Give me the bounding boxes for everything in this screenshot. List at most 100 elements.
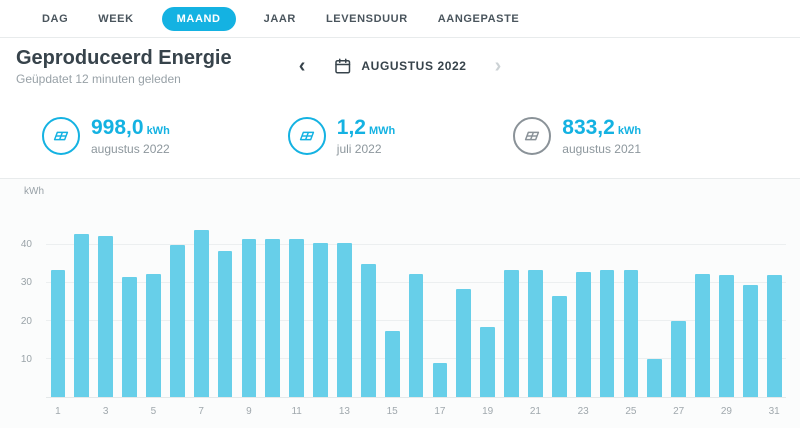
x-axis-tick: 1 [55,406,61,417]
stat-period: augustus 2022 [91,142,170,156]
updated-status: Geüpdatet 12 minuten geleden [16,71,181,86]
stat-unit: MWh [369,125,396,137]
x-axis-tick: 5 [150,406,157,417]
bar-day-16[interactable] [404,207,428,397]
period-tabs: DAG WEEK MAAND JAAR LEVENSDUUR AANGEPAST… [0,0,800,37]
y-axis: 10 20 30 40 [0,207,40,398]
tab-levensduur[interactable]: LEVENSDUUR [324,8,410,30]
x-axis-tick: 3 [102,406,109,417]
date-label: AUGUSTUS 2022 [361,59,467,73]
bar-day-20[interactable] [500,207,524,397]
bar [146,273,161,397]
bar-day-29[interactable] [715,207,739,397]
date-navigator: ‹ AUGUSTUS 2022 › [293,54,508,78]
x-axis-tick [404,406,428,420]
x-axis: 1 3 5 7 9 11 13 15 17 19 21 23 25 27 29 31 [46,406,786,420]
bar [480,326,496,397]
bar-day-13[interactable] [333,207,357,397]
x-axis-tick [356,406,380,420]
bar-day-18[interactable] [452,207,476,397]
bar [337,243,352,397]
tab-maand[interactable]: MAAND [161,6,236,31]
bar-day-15[interactable] [380,207,404,397]
bar [599,269,615,397]
x-axis-tick: 11 [291,406,302,417]
bar-day-26[interactable] [643,207,667,397]
energy-bar-chart: kWh 10 20 30 40 1 3 5 7 9 11 13 15 17 19 21 23 25 27 29 31 [0,179,800,428]
solar-panel-icon [287,117,326,155]
bar [766,275,782,397]
bar-day-19[interactable] [476,207,500,397]
solar-panel-icon [513,117,552,155]
bar [289,239,305,397]
bar [432,362,448,397]
bar-day-5[interactable] [142,207,166,397]
date-display: AUGUSTUS 2022 [333,57,466,75]
stat-previous-year: 833,2 kWh augustus 2021 [513,116,641,156]
bar-day-9[interactable] [237,207,261,397]
bar [169,245,185,397]
bar-day-14[interactable] [356,207,380,397]
x-axis-tick [738,406,762,420]
x-axis-tick [165,406,189,420]
x-axis-tick: 9 [246,406,252,417]
x-axis-tick: 15 [386,406,398,417]
bar [217,250,233,397]
bar-day-21[interactable] [524,207,548,397]
bar-day-11[interactable] [285,207,309,397]
y-axis-unit-label: kWh [24,186,44,197]
solar-panel-icon [42,117,80,155]
x-axis-tick [595,406,619,420]
bar [695,273,710,397]
bar [360,264,376,397]
x-axis-tick [691,406,715,420]
stat-text: 998,0 kWh augustus 2022 [91,116,170,156]
stat-current-month: 998,0 kWh augustus 2022 [42,116,170,156]
stat-text: 1,2 MWh juli 2022 [337,116,395,156]
y-axis-tick: 20 [20,315,32,327]
x-axis-tick [500,406,524,420]
x-axis-tick: 27 [673,406,685,417]
bar-day-24[interactable] [595,207,619,397]
tab-week[interactable]: WEEK [96,8,135,30]
bar-day-3[interactable] [94,207,118,397]
bar [265,239,281,397]
bar-day-22[interactable] [547,207,571,397]
bar [623,269,639,397]
bar-day-2[interactable] [70,207,94,397]
stat-unit: kWh [146,125,170,137]
bar-day-25[interactable] [619,207,643,397]
bar-day-28[interactable] [691,207,715,397]
next-month-button[interactable]: › [489,54,508,78]
bar-day-4[interactable] [118,207,142,397]
prev-month-button[interactable]: ‹ [293,54,312,78]
bar-day-23[interactable] [571,207,595,397]
bar [671,321,687,397]
stat-previous-month: 1,2 MWh juli 2022 [287,116,395,156]
divider [0,37,800,38]
bar-day-30[interactable] [738,207,762,397]
x-axis-tick: 21 [529,406,541,417]
x-axis-tick: 31 [768,406,780,417]
bar-day-17[interactable] [428,207,452,397]
tab-dag[interactable]: DAG [40,8,70,30]
bar [742,284,758,397]
bar [50,269,66,397]
bar-day-27[interactable] [667,207,691,397]
bar-day-8[interactable] [213,207,237,397]
x-axis-tick [213,406,237,420]
bar-day-10[interactable] [261,207,285,397]
stat-value: 833,2 [562,116,615,139]
tab-aangepaste[interactable]: AANGEPASTE [436,8,522,30]
bar-day-1[interactable] [46,207,70,397]
page-header: Geproduceerd Energie Geüpdatet 12 minute… [0,38,800,94]
y-axis-tick: 40 [20,239,32,251]
page-title: Geproduceerd Energie [16,46,232,69]
tab-jaar[interactable]: JAAR [262,8,298,30]
bar-day-12[interactable] [309,207,333,397]
bar-day-31[interactable] [762,207,786,397]
x-axis-tick [261,406,285,420]
summary-stats: 998,0 kWh augustus 2022 1,2 MWh juli [0,94,800,178]
bar-day-6[interactable] [165,207,189,397]
bar-day-7[interactable] [189,207,213,397]
